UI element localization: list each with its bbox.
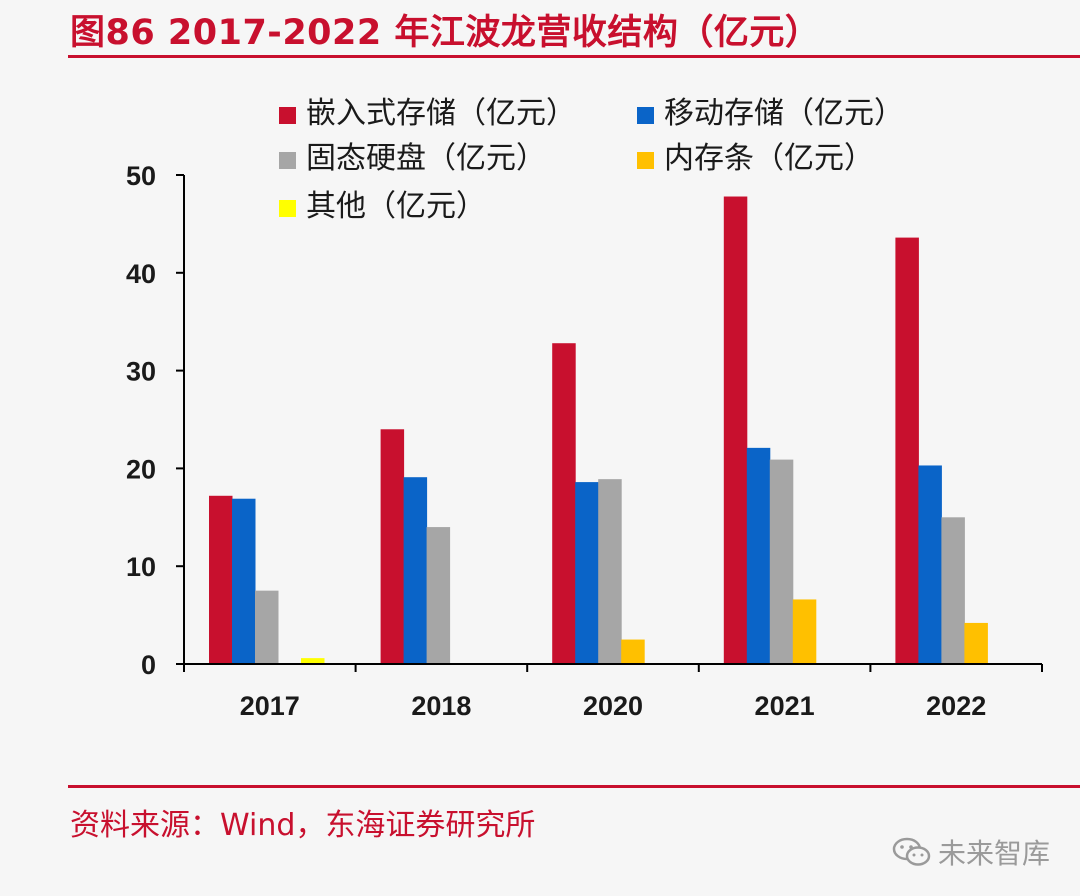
y-tick-label: 0 — [141, 650, 156, 680]
y-tick-label: 10 — [126, 552, 156, 582]
x-tick-label: 2017 — [240, 691, 300, 721]
bar-chart: 嵌入式存储（亿元） 移动存储（亿元） 固态硬盘（亿元） 内存条（亿元） 其他（亿元） 0… — [126, 96, 1043, 721]
legend-swatch — [637, 152, 654, 169]
bar-2017-1 — [209, 495, 233, 664]
bar-2018-2 — [403, 477, 428, 664]
chart-legend: 嵌入式存储（亿元） 移动存储（亿元） 固态硬盘（亿元） 内存条（亿元） 其他（亿元） — [279, 96, 904, 224]
title-divider — [68, 55, 1080, 58]
bar-2021-2 — [746, 447, 771, 664]
legend-label: 嵌入式存储（亿元） — [306, 96, 576, 131]
bar-2022-2 — [918, 465, 942, 664]
chart-bars — [209, 196, 988, 665]
y-tick-label: 20 — [126, 454, 156, 484]
chart-axes: 0 10 20 30 40 50 2017 2018 2020 2021 2022 — [126, 161, 1043, 721]
bar-2020-4 — [621, 639, 645, 664]
legend-swatch — [279, 200, 296, 217]
source-note: 资料来源：Wind，东海证券研究所 — [70, 808, 536, 843]
bar-2022-1 — [895, 237, 919, 665]
watermark: 未来智库 — [892, 832, 1050, 872]
watermark-text: 未来智库 — [938, 837, 1051, 870]
bar-2017-5 — [301, 658, 325, 664]
wechat-icon — [892, 837, 931, 866]
legend-swatch — [279, 152, 296, 169]
bar-2020-2 — [575, 482, 599, 664]
legend-label: 其他（亿元） — [306, 189, 486, 224]
legend-swatch — [637, 107, 654, 124]
source-divider — [68, 785, 1080, 788]
bar-2017-2 — [232, 498, 256, 664]
x-tick-label: 2022 — [926, 691, 986, 721]
x-tick-label: 2021 — [755, 691, 815, 721]
bar-2018-1 — [380, 429, 405, 664]
y-tick-label: 50 — [126, 161, 156, 191]
bar-2020-3 — [598, 479, 622, 664]
legend-label: 移动存储（亿元） — [664, 96, 904, 131]
legend-swatch — [279, 107, 296, 124]
bar-2020-1 — [552, 343, 576, 664]
legend-label: 内存条（亿元） — [664, 141, 874, 176]
y-tick-label: 30 — [126, 357, 156, 387]
bar-2022-4 — [964, 622, 988, 664]
x-tick-label: 2020 — [583, 691, 643, 721]
y-tick-label: 40 — [126, 259, 156, 289]
bar-2022-3 — [941, 517, 965, 664]
bar-2021-3 — [769, 459, 794, 664]
x-tick-label: 2018 — [411, 691, 471, 721]
bar-2018-3 — [426, 527, 451, 664]
bar-2017-3 — [255, 590, 279, 664]
bar-2021-4 — [792, 599, 817, 664]
chart-title: 图86 2017-2022 年江波龙营收结构（亿元） — [70, 13, 821, 53]
legend-label: 固态硬盘（亿元） — [306, 141, 546, 176]
bar-2021-1 — [723, 196, 748, 665]
